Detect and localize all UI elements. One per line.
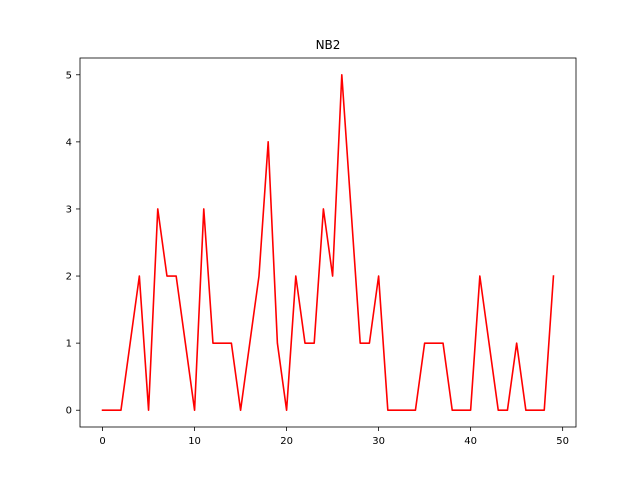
axes-frame <box>79 57 577 428</box>
y-tick-label: 5 <box>66 70 72 81</box>
series-layer <box>101 73 555 412</box>
chart-title: NB2 <box>316 38 341 52</box>
y-tick-label: 3 <box>66 204 72 215</box>
x-tick-label: 50 <box>556 436 569 447</box>
x-tick-label: 30 <box>372 436 385 447</box>
series-line-0 <box>101 73 555 412</box>
x-tick-label: 20 <box>280 436 293 447</box>
y-tick-label: 4 <box>66 137 72 148</box>
axes-layer: 0 10 20 30 40 50 0 1 2 3 4 5 <box>66 57 577 447</box>
y-tick-label: 2 <box>66 272 72 283</box>
y-tick-label: 1 <box>66 339 72 350</box>
x-tick-label: 40 <box>464 436 477 447</box>
x-tick-label: 0 <box>99 436 105 447</box>
x-tick-label: 10 <box>188 436 201 447</box>
y-tick-label: 0 <box>66 406 72 417</box>
